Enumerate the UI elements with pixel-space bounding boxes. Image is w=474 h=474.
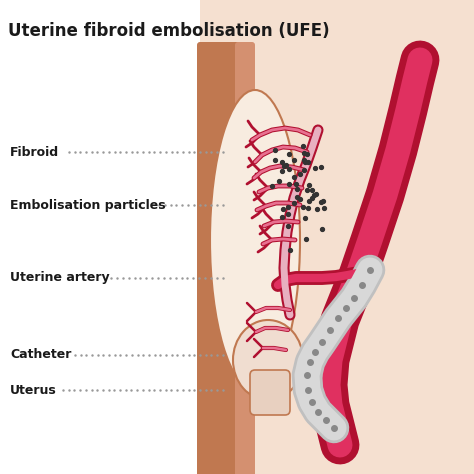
Text: Uterine artery: Uterine artery	[10, 272, 109, 284]
FancyBboxPatch shape	[197, 42, 241, 474]
Ellipse shape	[210, 90, 300, 390]
FancyBboxPatch shape	[200, 0, 474, 474]
FancyBboxPatch shape	[250, 370, 290, 415]
Text: Uterus: Uterus	[10, 383, 57, 396]
Text: Catheter: Catheter	[10, 348, 72, 362]
Ellipse shape	[233, 320, 303, 400]
Text: Embolisation particles: Embolisation particles	[10, 199, 165, 211]
Text: Fibroid: Fibroid	[10, 146, 59, 158]
Text: Uterine fibroid embolisation (UFE): Uterine fibroid embolisation (UFE)	[8, 22, 329, 40]
FancyBboxPatch shape	[235, 42, 255, 474]
